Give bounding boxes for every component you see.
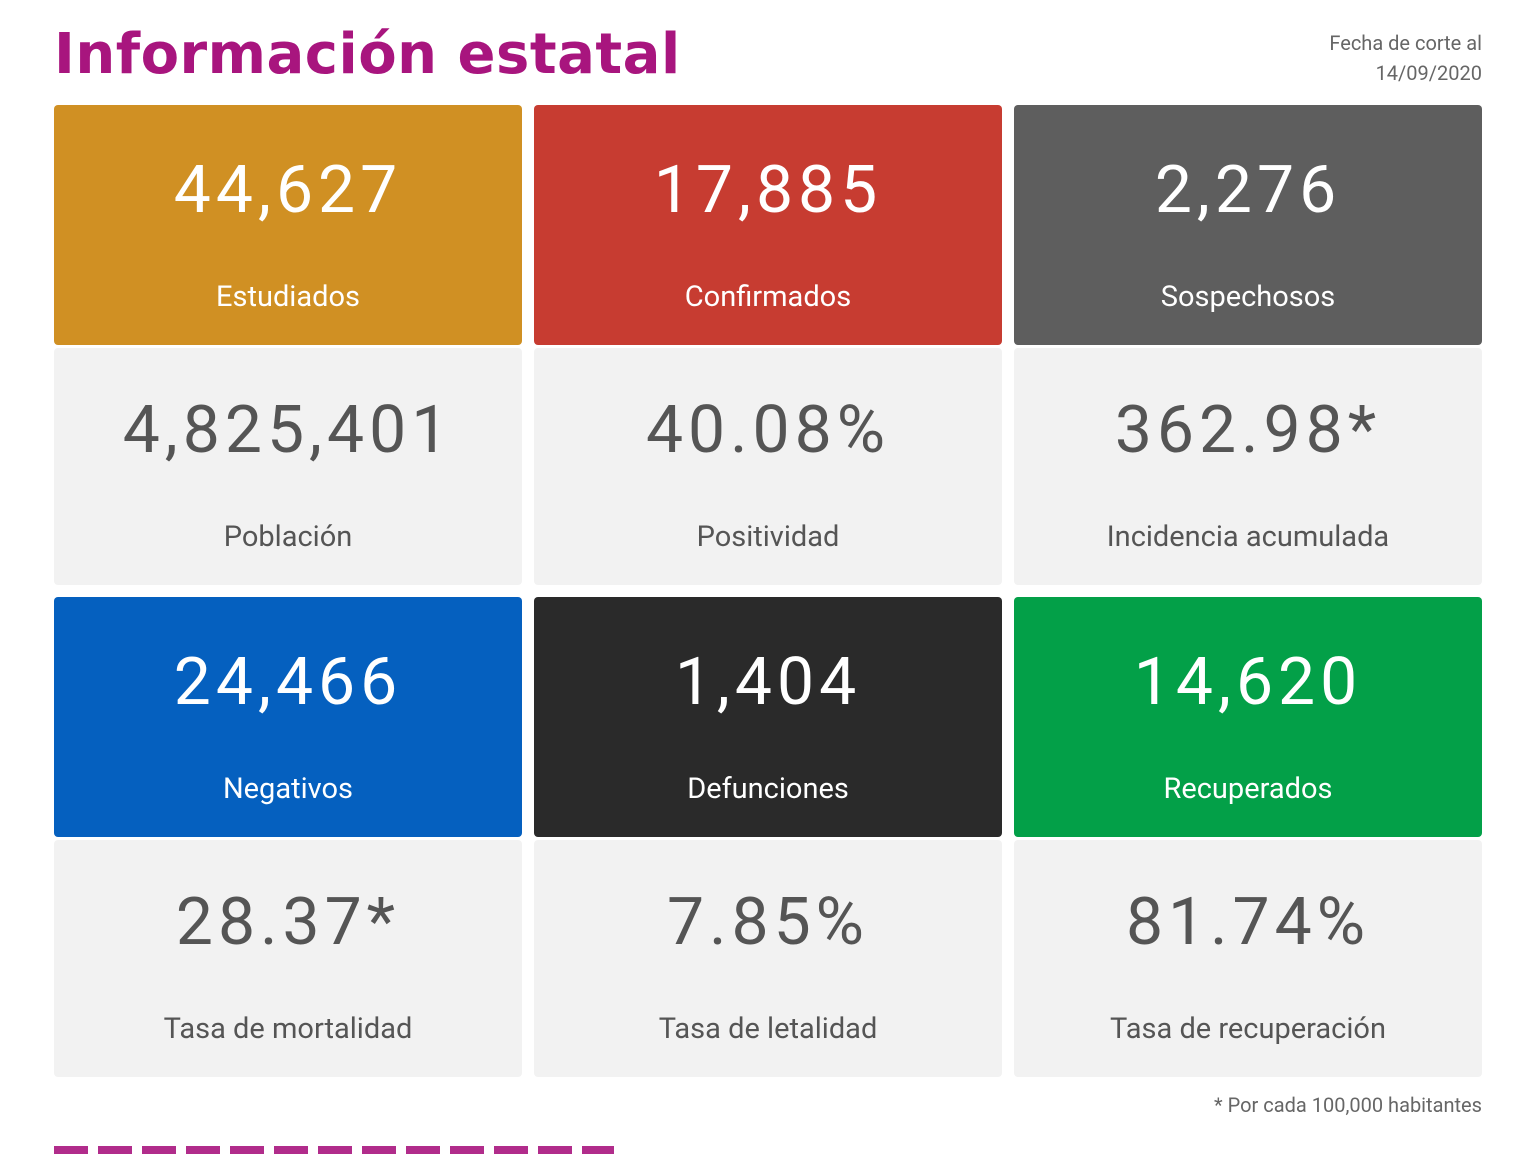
stat-value: 40.08% — [645, 392, 891, 469]
stat-label: Sospechosos — [1160, 280, 1336, 314]
stat-label: Recuperados — [1163, 772, 1333, 806]
cutoff-date: Fecha de corte al 14/09/2020 — [1329, 28, 1482, 88]
stat-tile: 81.74% Tasa de recuperación — [1014, 840, 1482, 1077]
stat-value: 7.85% — [666, 884, 870, 961]
stat-label: Tasa de mortalidad — [163, 1012, 413, 1046]
stat-tile: 4,825,401 Población — [54, 348, 522, 585]
stat-tile: 28.37* Tasa de mortalidad — [54, 840, 522, 1077]
stat-value: 17,885 — [653, 152, 883, 229]
stat-value: 4,825,401 — [122, 392, 454, 469]
date-value: 14/09/2020 — [1375, 61, 1482, 85]
stat-label: Población — [223, 520, 353, 554]
stat-tile: 24,466 Negativos — [54, 597, 522, 837]
stat-tile: 362.98* Incidencia acumulada — [1014, 348, 1482, 585]
page-title: Información estatal — [54, 22, 681, 87]
stat-tile: 1,404 Defunciones — [534, 597, 1002, 837]
stat-value: 44,627 — [173, 152, 403, 229]
stat-label: Defunciones — [687, 772, 849, 806]
stat-tile: 44,627 Estudiados — [54, 105, 522, 345]
stat-label: Estudiados — [216, 280, 360, 314]
stat-tile: 2,276 Sospechosos — [1014, 105, 1482, 345]
stat-tile: 14,620 Recuperados — [1014, 597, 1482, 837]
stat-value: 1,404 — [674, 644, 862, 721]
date-label: Fecha de corte al — [1329, 31, 1482, 55]
stat-label: Positividad — [696, 520, 840, 554]
stat-value: 28.37* — [175, 884, 401, 961]
stat-value: 14,620 — [1133, 644, 1363, 721]
stat-value: 24,466 — [173, 644, 403, 721]
stat-value: 2,276 — [1154, 152, 1342, 229]
stat-label: Confirmados — [684, 280, 852, 314]
stat-value: 362.98* — [1114, 392, 1382, 469]
stat-value: 81.74% — [1125, 884, 1371, 961]
stat-label: Negativos — [222, 772, 353, 806]
stat-tile: 17,885 Confirmados — [534, 105, 1002, 345]
footnote: * Por cada 100,000 habitantes — [1214, 1093, 1482, 1117]
stat-label: Tasa de recuperación — [1110, 1012, 1386, 1046]
stat-tile: 40.08% Positividad — [534, 348, 1002, 585]
stat-label: Incidencia acumulada — [1106, 520, 1390, 554]
stat-label: Tasa de letalidad — [658, 1012, 878, 1046]
stat-tile: 7.85% Tasa de letalidad — [534, 840, 1002, 1077]
cut-off-link — [54, 1146, 614, 1154]
